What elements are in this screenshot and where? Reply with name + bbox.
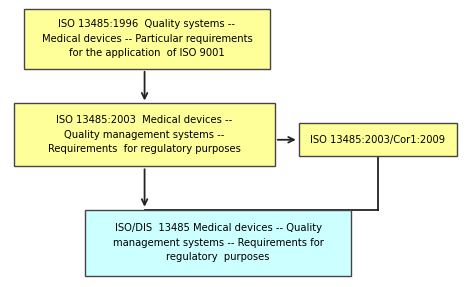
FancyBboxPatch shape (14, 103, 275, 166)
Text: ISO 13485:2003/Cor1:2009: ISO 13485:2003/Cor1:2009 (310, 135, 446, 145)
FancyBboxPatch shape (299, 123, 457, 156)
FancyBboxPatch shape (24, 9, 270, 69)
Text: ISO 13485:1996  Quality systems --
Medical devices -- Particular requirements
fo: ISO 13485:1996 Quality systems -- Medica… (42, 19, 252, 58)
Text: ISO/DIS  13485 Medical devices -- Quality
management systems -- Requirements for: ISO/DIS 13485 Medical devices -- Quality… (113, 223, 323, 262)
Text: ISO 13485:2003  Medical devices --
Quality management systems --
Requirements  f: ISO 13485:2003 Medical devices -- Qualit… (48, 115, 241, 154)
FancyBboxPatch shape (85, 210, 351, 276)
